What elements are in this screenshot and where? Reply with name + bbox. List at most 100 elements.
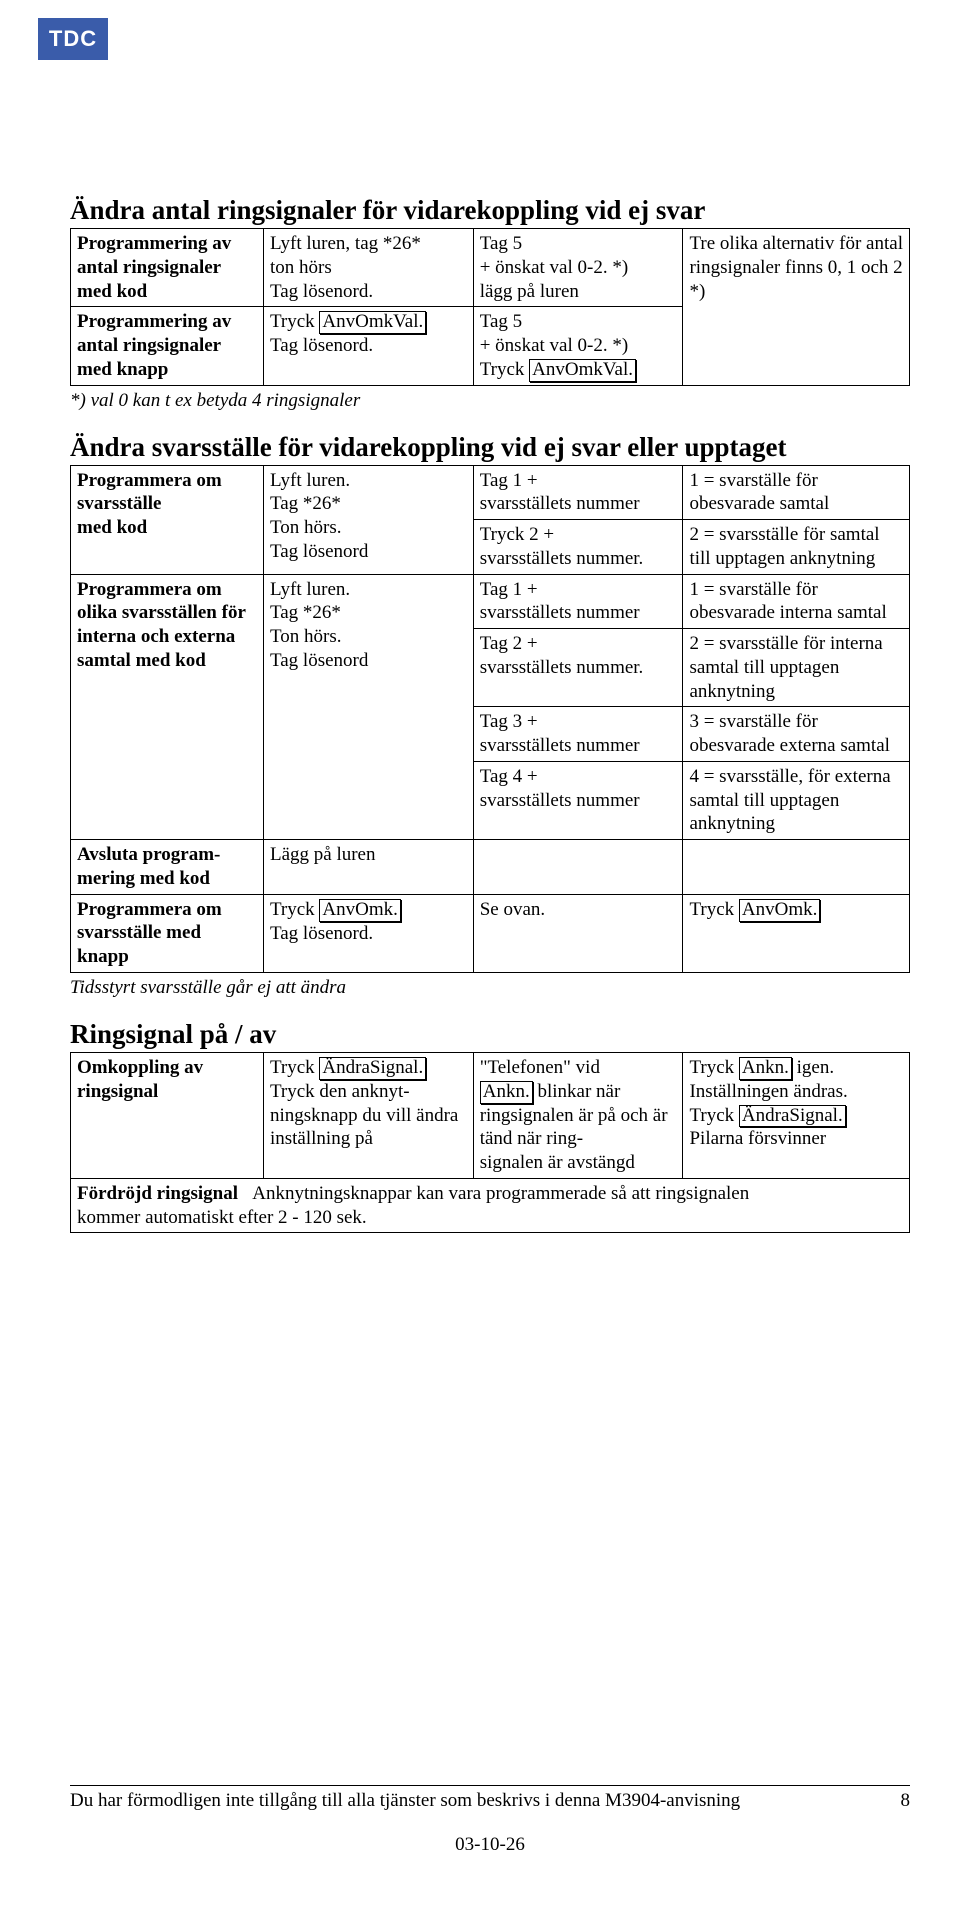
s2-r2-c1: Programmera om olika svarsställen för in… xyxy=(71,574,264,840)
logo: TDC xyxy=(38,18,108,60)
footer-date: 03-10-26 xyxy=(70,1834,910,1856)
table-row: Fördröjd ringsignal Anknytningsknappar k… xyxy=(71,1178,910,1233)
txt: Tag 3 + svarsställets nummer xyxy=(480,711,640,756)
button-andrasignal: ÄndraSignal. xyxy=(739,1105,846,1128)
button-anvomkval: AnvOmkVal. xyxy=(319,311,426,334)
txt: Tag 4 + svarsställets nummer xyxy=(480,766,640,811)
s2-r3-c1: Avsluta program- mering med kod xyxy=(71,840,264,895)
s1-r2-c3: Tag 5 + önskat val 0-2. *) Tryck AnvOmkV… xyxy=(473,307,683,385)
button-anvomkval: AnvOmkVal. xyxy=(529,359,636,382)
s1-r2-c2: Tryck AnvOmkVal. Tag lösenord. xyxy=(263,307,473,385)
s2-r3-c2: Lägg på luren xyxy=(263,840,473,895)
s2-r2c-c3: Tag 3 + svarsställets nummer xyxy=(473,707,683,762)
section2-title: Ändra svarsställe för vidarekoppling vid… xyxy=(70,432,910,463)
button-andrasignal: ÄndraSignal. xyxy=(319,1057,426,1080)
txt: "Telefonen" vid xyxy=(480,1057,600,1078)
s2-r4-c1: Programmera om svarsställe med knapp xyxy=(71,894,264,972)
s2-r3-c4 xyxy=(683,840,910,895)
page-content: Ändra antal ringsignaler för vidarekoppl… xyxy=(70,30,910,1233)
txt: Tag lösenord. xyxy=(270,335,373,356)
s2-r2d-c4: 4 = svarsställe, för externa samtal till… xyxy=(683,761,910,839)
txt: kommer automatiskt efter 2 - 120 sek. xyxy=(77,1207,367,1228)
txt: + önskat val 0-2. xyxy=(480,335,608,356)
table-row: Programmera om svarsställe med knapp Try… xyxy=(71,894,910,972)
txt: *) xyxy=(689,281,705,302)
txt: *) xyxy=(608,257,629,278)
table-row: Omkoppling av ringsignal Tryck ÄndraSign… xyxy=(71,1052,910,1178)
s2-r4-c2: Tryck AnvOmk. Tag lösenord. xyxy=(263,894,473,972)
s2-r1b-c4: 2 = svarsställe för samtal till upptagen… xyxy=(683,520,910,575)
s2-r2c-c4: 3 = svarställe för obesvarade externa sa… xyxy=(683,707,910,762)
footer: Du har förmodligen inte tillgång till al… xyxy=(70,1785,910,1856)
section2-table: Programmera om svarsställe med kod Lyft … xyxy=(70,465,910,973)
s1-r2-c1: Programmering av antal ringsignaler med … xyxy=(71,307,264,385)
s2-r2b-c4: 2 = svarsställe för interna samtal till … xyxy=(683,629,910,707)
txt: Tryck xyxy=(480,359,529,380)
table-row: Avsluta program- mering med kod Lägg på … xyxy=(71,840,910,895)
s2-r1-c2: Lyft luren. Tag *26* Ton hörs. Tag lösen… xyxy=(263,465,473,574)
s2-r2-c2: Lyft luren. Tag *26* Ton hörs. Tag lösen… xyxy=(263,574,473,840)
s2-r4-c3: Se ovan. xyxy=(473,894,683,972)
s1-r1-c3: Tag 5 + önskat val 0-2. *) lägg på luren xyxy=(473,229,683,307)
s2-r1a-c4: 1 = svarställe för obesvarade samtal xyxy=(683,465,910,520)
table-row: Programmera om svarsställe med kod Lyft … xyxy=(71,465,910,520)
txt: Tag lösenord. xyxy=(270,923,373,944)
s1-r12-c4: Tre olika alternativ för antal ringsigna… xyxy=(683,229,910,386)
txt: lägg på luren xyxy=(480,281,579,302)
txt: Lyft luren. Tag *26* Ton hörs. Tag lösen… xyxy=(270,579,368,671)
section1-title: Ändra antal ringsignaler för vidarekoppl… xyxy=(70,195,910,226)
txt: Anknytningsknappar kan vara programmerad… xyxy=(252,1183,749,1204)
logo-text: TDC xyxy=(49,26,97,52)
txt: + önskat val 0-2. xyxy=(480,257,608,278)
s3-r1-c1: Omkoppling av ringsignal xyxy=(71,1052,264,1178)
s2-r1-c1: Programmera om svarsställe med kod xyxy=(71,465,264,574)
txt: Tag 5 xyxy=(480,233,522,254)
table-row: Programmera om olika svarsställen för in… xyxy=(71,574,910,629)
txt: Lyft luren. Tag *26* Ton hörs. Tag lösen… xyxy=(270,470,368,562)
s3-r1-c3: "Telefonen" vid Ankn. blinkar när ringsi… xyxy=(473,1052,683,1178)
txt: Tag 1 + svarsställets nummer xyxy=(480,579,640,624)
button-anvomk: AnvOmk. xyxy=(319,899,400,922)
txt: Lyft luren, tag xyxy=(270,233,383,254)
page-number: 8 xyxy=(901,1790,911,1812)
s1-r1-c2: Lyft luren, tag *26* ton hörs Tag löseno… xyxy=(263,229,473,307)
section3-title: Ringsignal på / av xyxy=(70,1019,910,1050)
s3-r1-c4: Tryck Ankn. igen. Inställningen ändras. … xyxy=(683,1052,910,1178)
button-ankn: Ankn. xyxy=(739,1057,792,1080)
txt: Tag lösenord. xyxy=(270,281,373,302)
txt: Programmera om svarsställe med kod xyxy=(77,470,222,539)
s1-r1-c1: Programmering av antal ringsignaler med … xyxy=(71,229,264,307)
txt: Tryck xyxy=(270,1057,319,1078)
txt: Tryck 2 + svarsställets nummer. xyxy=(480,524,644,569)
txt: *26* xyxy=(383,233,421,254)
txt: Tryck xyxy=(270,311,319,332)
s2-r3-c3 xyxy=(473,840,683,895)
s3-r1-c2: Tryck ÄndraSignal. Tryck den anknyt- nin… xyxy=(263,1052,473,1178)
s2-r2a-c4: 1 = svarställe för obesvarade interna sa… xyxy=(683,574,910,629)
txt: igen. xyxy=(792,1057,834,1078)
s2-r4-c4: Tryck AnvOmk. xyxy=(683,894,910,972)
s2-r2b-c3: Tag 2 + svarsställets nummer. xyxy=(473,629,683,707)
txt: Inställningen ändras. xyxy=(689,1081,847,1102)
txt: *) xyxy=(608,335,629,356)
txt: Tryck xyxy=(689,1105,738,1126)
table-row: Programmering av antal ringsignaler med … xyxy=(71,229,910,307)
txt: Tag 1 + svarsställets nummer xyxy=(480,470,640,515)
s2-r1b-c3: Tryck 2 + svarsställets nummer. xyxy=(473,520,683,575)
txt: Tre olika alternativ för antal ringsigna… xyxy=(689,233,903,278)
txt: Fördröjd ringsignal xyxy=(77,1183,238,1204)
footer-divider xyxy=(70,1785,910,1786)
s3-r2: Fördröjd ringsignal Anknytningsknappar k… xyxy=(71,1178,910,1233)
txt: Tryck xyxy=(270,899,319,920)
section1-table: Programmering av antal ringsignaler med … xyxy=(70,228,910,386)
txt: Tryck xyxy=(689,1057,738,1078)
section1-note: *) val 0 kan t ex betyda 4 ringsignaler xyxy=(70,390,910,412)
txt: Tag 5 xyxy=(480,311,522,332)
section2-note: Tidsstyrt svarsställe går ej att ändra xyxy=(70,977,910,999)
txt: Tryck xyxy=(689,899,738,920)
footer-text: Du har förmodligen inte tillgång till al… xyxy=(70,1790,740,1812)
txt: Avsluta program- mering med kod xyxy=(77,844,220,889)
txt: Tag 2 + svarsställets nummer. xyxy=(480,633,644,678)
s2-r2a-c3: Tag 1 + svarsställets nummer xyxy=(473,574,683,629)
txt: Pilarna försvinner xyxy=(689,1128,826,1149)
